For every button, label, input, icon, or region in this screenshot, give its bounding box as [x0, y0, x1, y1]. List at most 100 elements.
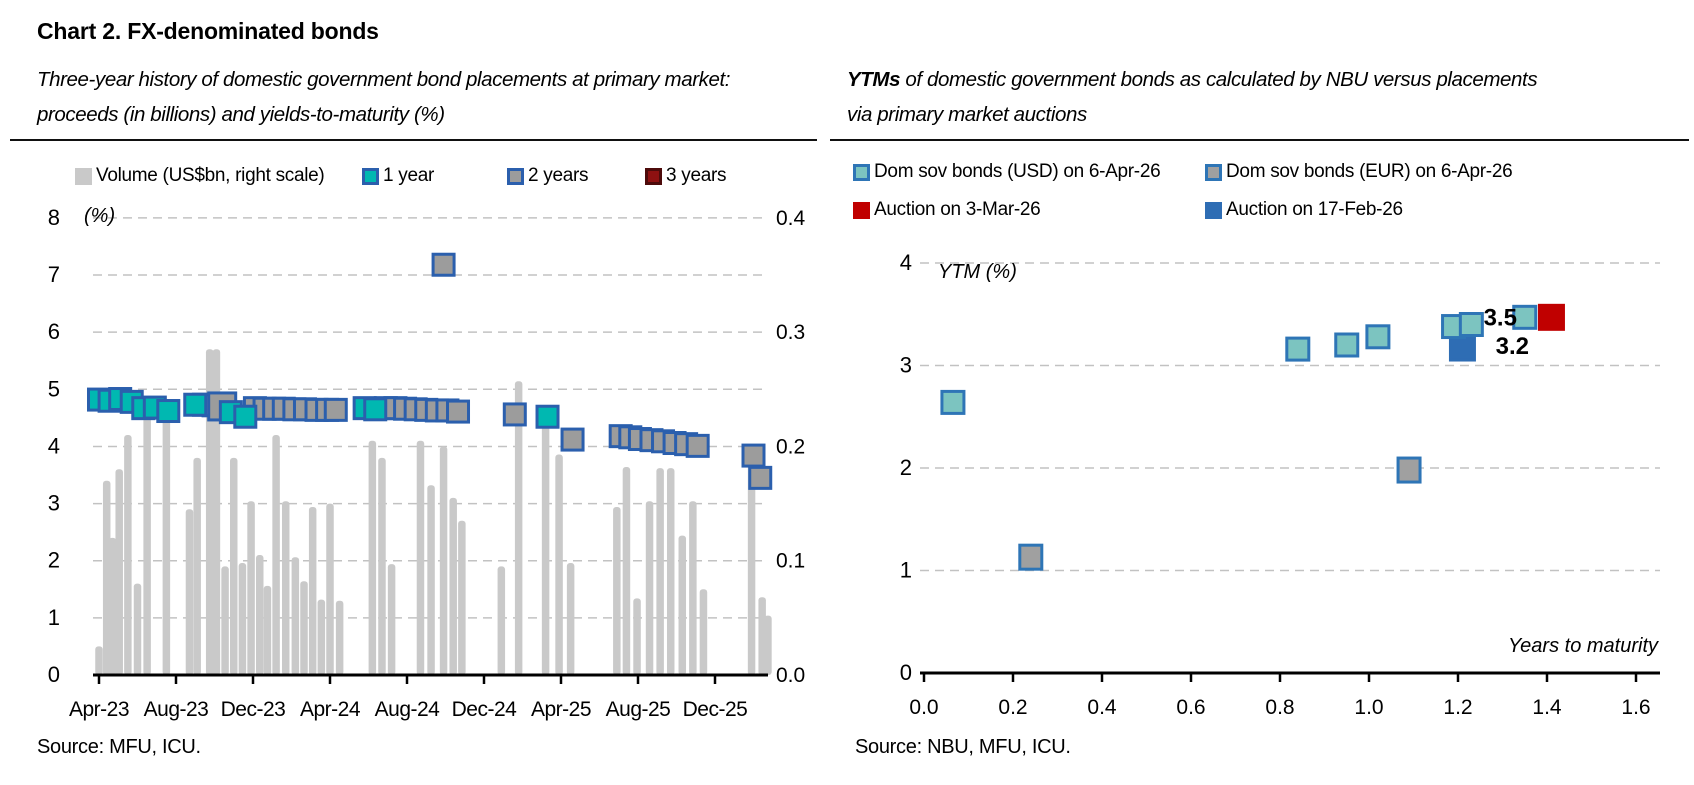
point-2-years: [560, 427, 585, 452]
right-x-tick-label: 1.0: [1354, 696, 1383, 719]
legend-item: Dom sov bonds (USD) on 6-Apr-26: [853, 161, 1161, 183]
volume-bar: [335, 600, 344, 675]
volume-bar: [566, 563, 575, 675]
volume-bar: [221, 566, 229, 675]
volume-bar: [247, 501, 255, 675]
volume-bar: [212, 349, 221, 675]
right-x-tick-label: 0.4: [1087, 696, 1117, 719]
left-chart-subtitle: Three-year history of domestic governmen…: [37, 62, 827, 132]
figure-title: Chart 2. FX-denominated bonds: [37, 18, 379, 44]
volume-bar: [317, 599, 326, 675]
volume-bar: [281, 501, 290, 675]
volume-bar: [514, 381, 523, 675]
right-x-tick-label: 1.6: [1621, 696, 1650, 719]
legend-label: Dom sov bonds (EUR) on 6-Apr-26: [1226, 161, 1513, 182]
left-y-tick-label: 2: [48, 548, 60, 573]
volume-bar: [427, 485, 435, 675]
volume-bar: [255, 555, 264, 675]
left-x-tick-label: Apr-24: [300, 698, 361, 721]
left-divider-rule: [10, 139, 817, 141]
volume-bar: [678, 535, 687, 675]
legend-swatch-icon: [853, 201, 870, 219]
point-2-years: [502, 402, 527, 427]
data-label: 3.2: [1496, 333, 1529, 360]
volume-bar: [124, 435, 132, 675]
right-subtitle-emph: YTMs: [847, 68, 901, 91]
left-x-tick-label: Dec-23: [221, 698, 286, 721]
volume-bar: [541, 425, 550, 675]
volume-bar: [764, 615, 772, 675]
volume-bar: [416, 440, 425, 675]
legend-label: Auction on 3-Mar-26: [874, 199, 1041, 220]
right-y-tick-label: 4: [900, 250, 912, 275]
volume-bar: [143, 406, 151, 675]
left-y-tick-label: 0: [48, 662, 60, 687]
legend-swatch-icon: [645, 167, 662, 185]
point-dom-sov-bonds-(usd)-on-6-apr-26: [940, 389, 966, 415]
volume-bar: [368, 440, 377, 675]
volume-bar: [205, 349, 214, 675]
legend-swatch-icon: [853, 163, 870, 181]
point-dom-sov-bonds-(eur)-on-6-apr-26: [1018, 543, 1044, 571]
legend-label: Auction on 17-Feb-26: [1226, 199, 1403, 220]
volume-bar: [308, 507, 317, 675]
left-y2-tick-label: 0.3: [776, 321, 805, 344]
point-2-years: [431, 252, 456, 277]
point-2-years: [748, 465, 773, 490]
volume-bar: [747, 446, 756, 675]
right-x-tick-label: 0.6: [1176, 696, 1205, 719]
point-1-year: [183, 392, 208, 417]
right-x-tick-label: 1.2: [1443, 696, 1472, 719]
volume-bar: [300, 581, 308, 675]
volume-bar: [115, 469, 123, 675]
volume-bar: [622, 467, 631, 675]
volume-bar: [272, 435, 280, 675]
left-y2-tick-label: 0.2: [776, 435, 805, 458]
right-y-tick-label: 2: [900, 455, 912, 480]
point-2-years: [741, 443, 766, 468]
legend-item: Volume (US$bn, right scale): [75, 165, 325, 187]
volume-bar: [378, 457, 386, 675]
point-dom-sov-bonds-(usd)-on-6-apr-26: [1512, 304, 1538, 330]
volume-bar: [193, 457, 201, 675]
point-1-year: [156, 399, 181, 424]
legend-label: Dom sov bonds (USD) on 6-Apr-26: [874, 161, 1161, 182]
volume-bar: [291, 557, 300, 675]
left-subtitle-line2: proceeds (in billions) and yields-to-mat…: [37, 103, 445, 126]
volume-bar: [613, 507, 621, 675]
left-y2-tick-label: 0.0: [776, 664, 805, 687]
left-x-tick-label: Aug-25: [606, 698, 671, 721]
left-x-tick-label: Aug-24: [375, 698, 441, 721]
left-y-tick-label: 8: [48, 205, 60, 230]
legend-item: 2 years: [507, 165, 589, 187]
legend-swatch-icon: [507, 167, 524, 185]
right-x-axis-label: Years to maturity: [1508, 635, 1659, 657]
point-1-year: [363, 397, 388, 422]
legend-swatch-icon: [1205, 163, 1222, 181]
right-x-tick-label: 0.0: [909, 696, 938, 719]
point-dom-sov-bonds-(usd)-on-6-apr-26: [1458, 312, 1484, 337]
left-y-tick-label: 4: [48, 433, 60, 458]
legend-item: Dom sov bonds (EUR) on 6-Apr-26: [1205, 161, 1513, 183]
left-x-tick-label: Dec-24: [452, 698, 518, 721]
volume-bar: [238, 563, 247, 675]
volume-bar: [439, 446, 448, 675]
volume-bar: [699, 589, 708, 675]
left-y-tick-label: 7: [48, 262, 60, 287]
volume-bar: [326, 503, 334, 675]
volume-bar: [95, 646, 103, 675]
right-divider-rule: [830, 139, 1689, 141]
right-subtitle-rest: of domestic government bonds as calculat…: [900, 68, 1538, 91]
left-y-tick-label: 6: [48, 319, 60, 344]
data-label: 3.5: [1484, 304, 1517, 331]
volume-bar: [108, 537, 117, 675]
left-y2-tick-label: 0.4: [776, 207, 806, 230]
left-chart-source: Source: MFU, ICU.: [37, 736, 201, 758]
volume-bar: [758, 597, 766, 675]
left-x-tick-label: Aug-23: [144, 698, 209, 721]
volume-bar: [497, 566, 506, 675]
right-axis-note: YTM (%): [938, 261, 1017, 283]
volume-bar: [555, 454, 563, 675]
legend-label: 3 years: [666, 165, 727, 186]
